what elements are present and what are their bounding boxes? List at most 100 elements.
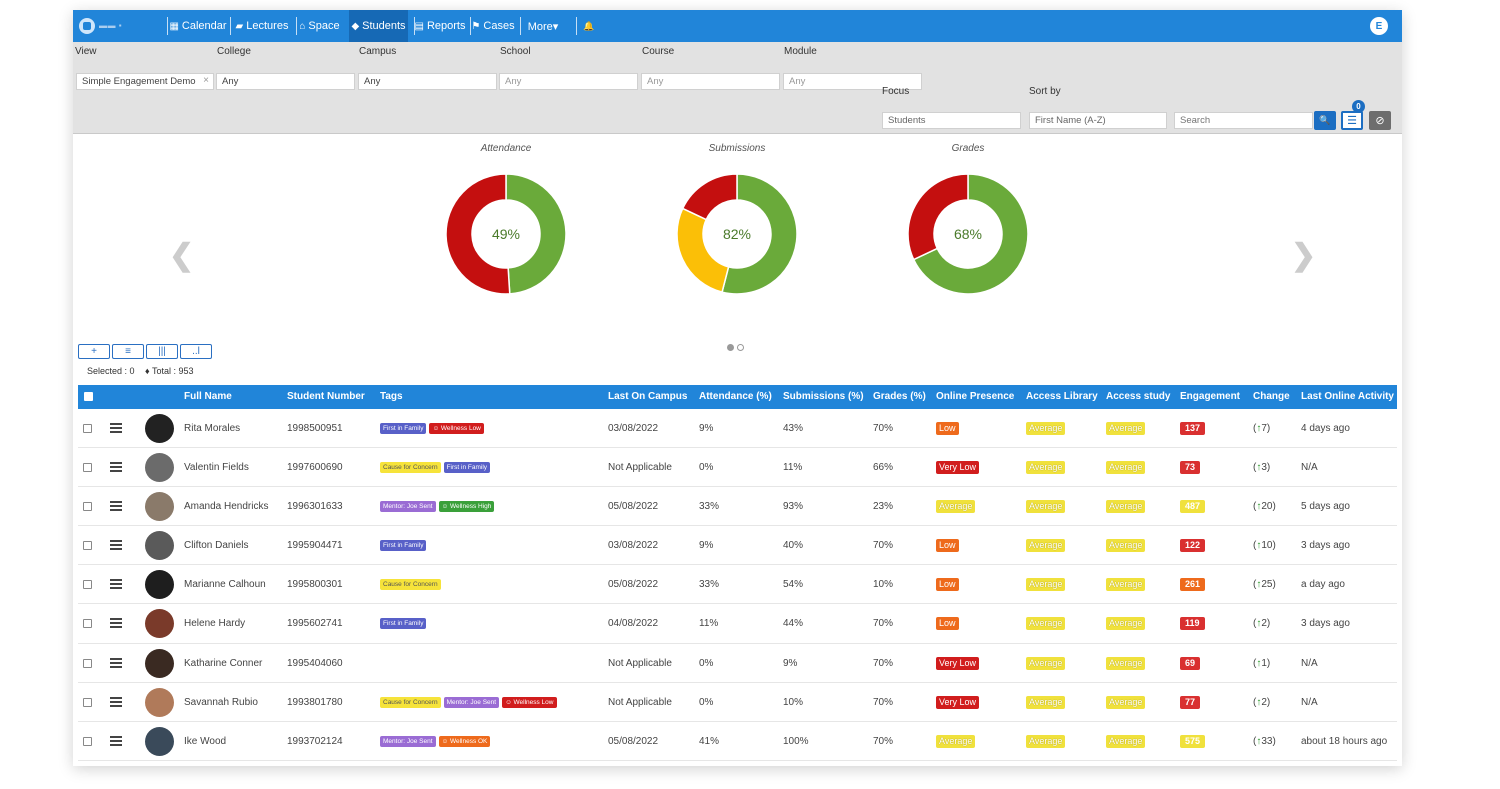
nav-item-students[interactable]: ◆ Students xyxy=(349,10,408,42)
user-avatar-button[interactable]: E xyxy=(1370,17,1388,35)
student-name[interactable]: Valentin Fields xyxy=(184,462,249,474)
table-row[interactable]: Katharine Conner 1995404060 Not Applicable… xyxy=(78,644,1397,683)
bell-icon[interactable]: 🔔 xyxy=(583,20,595,31)
column-header[interactable]: Access Library xyxy=(1026,391,1098,402)
school-select[interactable]: Any xyxy=(499,73,638,90)
column-header[interactable]: Online Presence xyxy=(936,391,1015,402)
student-name[interactable]: Savannah Rubio xyxy=(184,696,258,708)
carousel-next-icon[interactable]: ❯ xyxy=(1291,239,1317,272)
row-checkbox[interactable] xyxy=(83,619,92,629)
online-presence-cell: Very Low xyxy=(936,644,980,683)
table-row[interactable]: Savannah Rubio 1993801780 Cause for Concer… xyxy=(78,683,1397,722)
row-menu-icon[interactable] xyxy=(110,501,122,512)
table-row[interactable]: Valentin Fields 1997600690 Cause for Conce… xyxy=(78,448,1397,488)
row-checkbox[interactable] xyxy=(83,424,92,433)
student-name[interactable]: Ike Wood xyxy=(184,735,227,747)
student-name[interactable]: Helene Hardy xyxy=(184,618,246,630)
nav-item-space[interactable]: ⌂ Space xyxy=(296,10,343,42)
row-checkbox[interactable] xyxy=(83,502,92,512)
row-menu-icon[interactable] xyxy=(110,618,122,629)
online-presence-badge: Average xyxy=(936,734,976,748)
column-header[interactable]: Last Online Activity xyxy=(1301,391,1394,402)
table-row[interactable]: Amanda Hendricks 1996301633 Mentor: Joe Se… xyxy=(78,487,1397,527)
change-cell: (↑25) xyxy=(1253,579,1276,591)
row-checkbox[interactable] xyxy=(83,541,92,551)
nav-item-more[interactable]: More▾ xyxy=(520,10,566,42)
donut-slice[interactable] xyxy=(721,173,798,295)
online-presence-badge: Low xyxy=(936,422,959,435)
column-header[interactable]: Last On Campus xyxy=(608,391,688,402)
select-all-checkbox[interactable] xyxy=(84,392,93,401)
module-select[interactable]: Any xyxy=(783,73,922,90)
logo-wordmark: ▬▬ ▪ xyxy=(99,21,123,30)
search-input[interactable] xyxy=(1174,112,1313,129)
donut-slice[interactable] xyxy=(505,173,567,295)
add-button[interactable]: + xyxy=(78,344,110,359)
columns-button[interactable]: ||| xyxy=(146,344,178,359)
row-checkbox[interactable] xyxy=(83,736,92,746)
row-menu-icon[interactable] xyxy=(110,462,122,473)
row-menu-icon[interactable] xyxy=(110,657,122,668)
row-checkbox[interactable] xyxy=(83,697,92,707)
row-menu-icon[interactable] xyxy=(110,423,122,433)
student-name[interactable]: Marianne Calhoun xyxy=(184,579,266,591)
column-header[interactable]: Grades (%) xyxy=(873,391,926,402)
campus-select[interactable]: Any xyxy=(358,73,497,90)
focus-select[interactable]: Students xyxy=(882,112,1021,129)
table-row[interactable]: Clifton Daniels 1995904471 First in Family… xyxy=(78,526,1397,566)
column-header[interactable]: Change xyxy=(1253,391,1290,402)
row-checkbox[interactable] xyxy=(83,658,92,668)
column-header[interactable]: Attendance (%) xyxy=(699,391,772,402)
row-menu-icon[interactable] xyxy=(110,696,122,707)
student-name[interactable]: Katharine Conner xyxy=(184,657,263,669)
attendance-percent: 0% xyxy=(699,462,714,474)
last-on-campus: 05/08/2022 xyxy=(608,735,659,747)
student-name[interactable]: Rita Morales xyxy=(184,423,241,434)
nav-item-reports[interactable]: ▤ Reports xyxy=(414,10,466,42)
chart-title: Submissions xyxy=(708,143,766,154)
donut-slice[interactable] xyxy=(676,207,730,294)
nav-item-calendar[interactable]: ▦ Calendar xyxy=(168,10,228,42)
table-row[interactable]: Rita Morales 1998500951 First in Family ☺ W… xyxy=(78,409,1397,449)
student-name[interactable]: Amanda Hendricks xyxy=(184,501,269,513)
column-header[interactable]: Access study xyxy=(1106,391,1171,402)
donut-slice[interactable] xyxy=(912,173,1029,295)
college-select[interactable]: Any xyxy=(216,73,355,90)
access-study-badge: Average xyxy=(1106,578,1146,592)
table-row[interactable]: Ike Wood 1993702124 Mentor: Joe Sent ☺ Well… xyxy=(78,722,1397,761)
row-checkbox[interactable] xyxy=(83,580,92,590)
filter-button[interactable]: ☰ xyxy=(1341,111,1363,130)
carousel-prev-icon[interactable]: ❮ xyxy=(169,239,195,272)
column-header[interactable]: Tags xyxy=(380,391,403,402)
nav-item-lectures[interactable]: ▰ Lectures xyxy=(230,10,294,42)
carousel-dot[interactable] xyxy=(737,344,744,351)
sort-select[interactable]: First Name (A-Z) xyxy=(1029,112,1167,129)
nav-item-cases[interactable]: ⚑ Cases xyxy=(470,10,516,42)
search-button[interactable]: 🔍 xyxy=(1314,111,1336,130)
change-cell: (↑7) xyxy=(1253,423,1271,434)
tag-badge: Cause for Concern xyxy=(380,461,441,473)
chart-view-button[interactable]: ..l xyxy=(180,344,212,359)
column-header[interactable]: Submissions (%) xyxy=(783,391,864,402)
clear-view-icon[interactable]: × xyxy=(203,75,209,86)
row-menu-icon[interactable] xyxy=(110,540,122,551)
donut-slice[interactable] xyxy=(907,173,969,261)
course-select[interactable]: Any xyxy=(641,73,780,90)
donut-slice[interactable] xyxy=(681,173,738,221)
carousel-dot[interactable] xyxy=(727,344,734,351)
table-row[interactable]: Helene Hardy 1995602741 First in Family 04/… xyxy=(78,604,1397,644)
column-header[interactable]: Student Number xyxy=(287,391,365,402)
student-name[interactable]: Clifton Daniels xyxy=(184,540,249,552)
list-view-button[interactable]: ≡ xyxy=(112,344,144,359)
view-select[interactable]: Simple Engagement Demo × xyxy=(76,73,214,90)
app-logo[interactable]: ▬▬ ▪ xyxy=(79,16,155,36)
row-menu-icon[interactable] xyxy=(110,579,122,590)
row-checkbox[interactable] xyxy=(83,463,92,473)
column-header[interactable]: Engagement xyxy=(1180,391,1241,402)
donut-slice[interactable] xyxy=(445,173,511,295)
row-menu-icon[interactable] xyxy=(110,735,122,746)
reset-button[interactable]: ⊘ xyxy=(1369,111,1391,130)
table-row[interactable]: Marianne Calhoun 1995800301 Cause for Conc… xyxy=(78,565,1397,605)
column-header[interactable]: Full Name xyxy=(184,391,232,402)
arrow-up-icon: ↑ xyxy=(1256,657,1262,669)
